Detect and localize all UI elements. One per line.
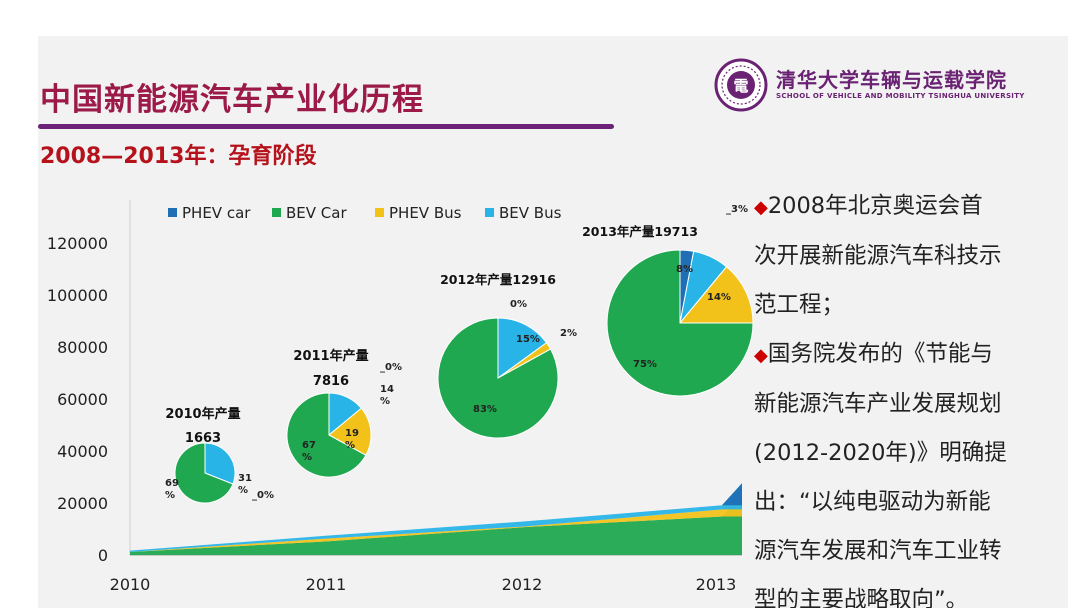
- bullet-line: 范工程；: [754, 292, 845, 318]
- y-tick-label: 20000: [57, 494, 108, 513]
- pie-slice: [204, 442, 236, 485]
- pie-title: 2010年产量: [165, 406, 240, 422]
- y-tick-label: 40000: [57, 442, 108, 461]
- pie-data-label: 75%: [633, 359, 657, 370]
- bullet-line: 次开展新能源汽车科技示: [754, 243, 1002, 269]
- x-tick-label: 2012: [502, 575, 543, 594]
- y-tick-label: 0: [98, 546, 108, 565]
- pie-slice: [437, 317, 559, 439]
- pie-data-label: 2%: [560, 328, 577, 339]
- school-name-cn: 清华大学车辆与运载学院: [776, 68, 1007, 92]
- bullet-line: 型的主要战略取向”。: [754, 587, 969, 608]
- area-series-bev-bus: [130, 483, 742, 553]
- legend-label: BEV Car: [286, 204, 347, 222]
- y-tick-label: 60000: [57, 390, 108, 409]
- area-series-phev-bus: [130, 487, 742, 553]
- legend-label: PHEV car: [182, 204, 251, 222]
- pie-data-label: 31%: [238, 473, 252, 496]
- title-underline: [38, 124, 614, 129]
- x-tick-label: 2013: [696, 575, 737, 594]
- legend-label: PHEV Bus: [389, 204, 462, 222]
- pie-data-label: 83%: [473, 404, 497, 415]
- legend-swatch: [375, 208, 384, 217]
- legend-swatch: [168, 208, 177, 217]
- pie-slice: [606, 249, 754, 397]
- pie-slice: [286, 392, 367, 478]
- pie-data-label: 15%: [516, 334, 540, 345]
- pie-data-label: 67%: [302, 440, 316, 463]
- school-name-en: SCHOOL OF VEHICLE AND MOBILITY TSINGHUA …: [776, 92, 1025, 100]
- slide-subtitle: 2008—2013年：孕育阶段: [40, 144, 317, 169]
- area-series-bev-car: [130, 494, 742, 555]
- pie-title: 1663: [185, 431, 221, 446]
- y-tick-label: 80000: [57, 338, 108, 357]
- pie-title: 2013年产量19713: [582, 224, 698, 239]
- pie-title: 2012年产量12916: [440, 272, 556, 287]
- pie-data-label: _0%: [252, 490, 274, 501]
- bullet-line: 出：“以纯电驱动为新能: [754, 489, 991, 515]
- legend-swatch: [272, 208, 281, 217]
- pie-data-label: 14%: [380, 384, 394, 407]
- pie-data-label: 8%: [676, 264, 693, 275]
- pie-data-label: _3%: [726, 204, 748, 215]
- pie-data-label: 19%: [345, 428, 359, 451]
- bullet-diamond-icon: ◆: [754, 197, 768, 218]
- bullet-item: ◆国务院发布的《节能与 新能源汽车产业发展规划 (2012-2020年)》明确提…: [754, 330, 1054, 608]
- bullet-line: 2008年北京奥运会首: [767, 193, 983, 219]
- bullet-line: 国务院发布的《节能与: [767, 341, 993, 367]
- pie-title: 7816: [313, 374, 349, 389]
- pie-data-label: 14%: [707, 292, 731, 303]
- pie-title: 2011年产量: [293, 348, 368, 364]
- pie-slice: [328, 407, 372, 456]
- bullet-line: 源汽车发展和汽车工业转: [754, 538, 1002, 564]
- university-seal-icon: 電: [714, 58, 768, 112]
- pie-slice: [497, 317, 548, 379]
- bullet-line: (2012-2020年)》明确提: [754, 440, 1007, 466]
- slide: 中国新能源汽车产业化历程 2008—2013年：孕育阶段 電 清华大学车辆与运载…: [38, 36, 1068, 608]
- pie-data-label: 0%: [510, 299, 527, 310]
- bullet-list: ◆2008年北京奥运会首 次开展新能源汽车科技示 范工程； ◆国务院发布的《节能…: [754, 182, 1054, 608]
- y-tick-label: 100000: [47, 286, 108, 305]
- pie-data-label: 69%: [165, 478, 179, 501]
- pie-slice: [678, 266, 754, 324]
- slide-title: 中国新能源汽车产业化历程: [40, 82, 424, 118]
- legend-label: BEV Bus: [499, 204, 562, 222]
- y-tick-label: 120000: [47, 234, 108, 253]
- pie-slice: [174, 442, 234, 504]
- bullet-item: ◆2008年北京奥运会首 次开展新能源汽车科技示 范工程；: [754, 182, 1054, 330]
- bullet-line: 新能源汽车产业发展规划: [754, 391, 1002, 417]
- x-tick-label: 2010: [110, 575, 151, 594]
- bullet-diamond-icon: ◆: [754, 345, 768, 366]
- legend-swatch: [485, 208, 494, 217]
- pie-data-label: _0%: [380, 362, 402, 373]
- svg-text:電: 電: [733, 77, 748, 95]
- x-tick-label: 2011: [306, 575, 347, 594]
